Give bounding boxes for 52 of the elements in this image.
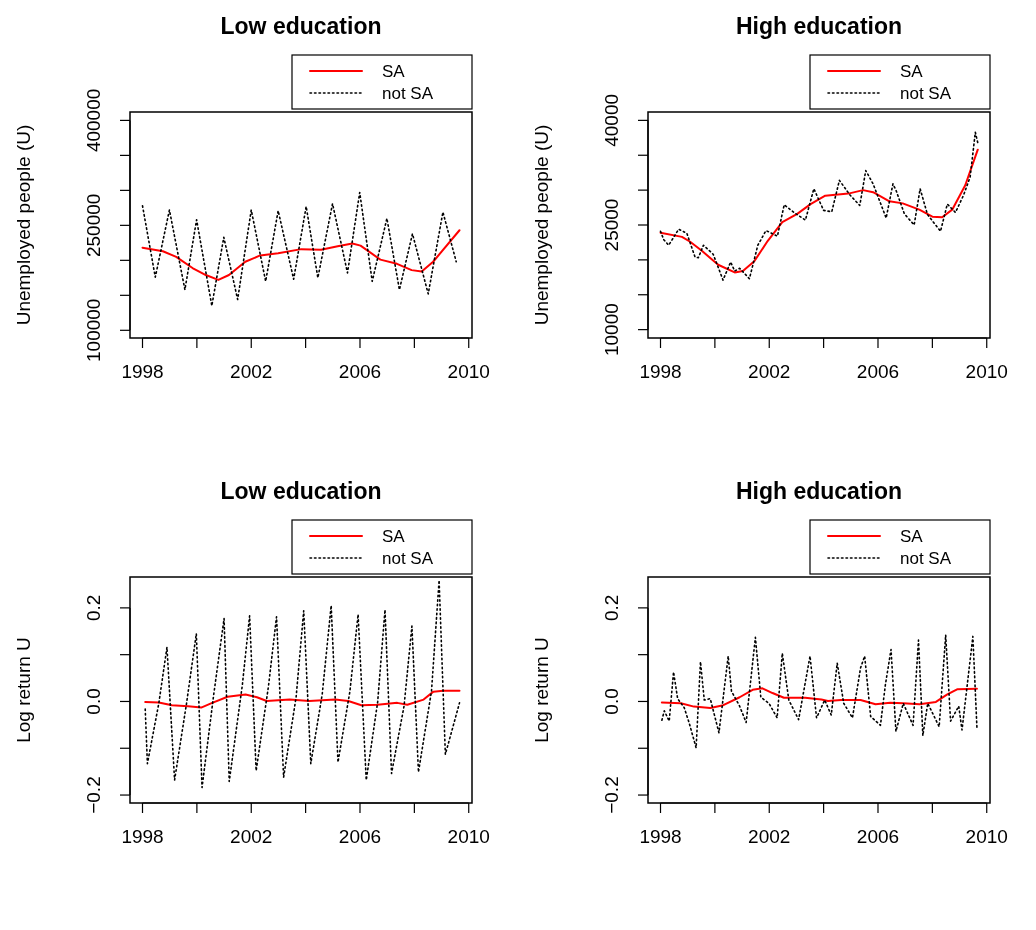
line-series xyxy=(144,579,461,789)
x-tick-label: 2002 xyxy=(230,361,273,382)
legend-label: SA xyxy=(382,527,406,546)
x-tick-label: 2010 xyxy=(965,826,1008,847)
y-tick-label: 100000 xyxy=(83,298,104,363)
y-tick-label: −0.2 xyxy=(83,776,104,814)
legend-label: not SA xyxy=(900,84,952,103)
x-tick-label: 2006 xyxy=(856,826,900,847)
x-tick-label: 2010 xyxy=(447,361,490,382)
line-series xyxy=(141,229,461,281)
legend-label: SA xyxy=(900,527,924,546)
line-series xyxy=(144,689,461,709)
chart-title: Low education xyxy=(220,478,382,504)
y-axis-title: Log return U xyxy=(13,637,34,743)
line-series xyxy=(141,191,458,307)
y-tick-label: 250000 xyxy=(83,193,104,258)
x-tick-label: 2006 xyxy=(856,361,900,382)
line-series xyxy=(659,131,979,281)
line-series xyxy=(660,687,978,710)
legend-label: not SA xyxy=(382,549,434,568)
chart-title: High education xyxy=(735,478,903,504)
y-axis-title: Log return U xyxy=(531,637,552,743)
y-tick-label: 400000 xyxy=(83,88,104,153)
y-tick-label: 40000 xyxy=(601,93,622,147)
y-tick-label: 0.0 xyxy=(601,688,622,715)
line-series xyxy=(659,148,979,274)
chart-title: Low education xyxy=(220,13,382,39)
y-tick-label: 0.0 xyxy=(83,688,104,715)
line-series xyxy=(661,634,978,749)
x-tick-label: 2002 xyxy=(748,826,791,847)
y-tick-label: 0.2 xyxy=(83,594,104,622)
legend-label: not SA xyxy=(382,84,434,103)
x-tick-label: 2002 xyxy=(748,361,791,382)
x-tick-label: 2006 xyxy=(338,826,382,847)
legend-label: SA xyxy=(900,62,924,81)
x-tick-label: 2010 xyxy=(965,361,1008,382)
y-axis-title: Unemployed people (U) xyxy=(531,124,552,326)
legend-label: SA xyxy=(382,62,406,81)
x-tick-label: 2006 xyxy=(338,361,382,382)
y-tick-label: 25000 xyxy=(601,198,622,252)
x-tick-label: 1998 xyxy=(639,826,682,847)
x-tick-label: 2002 xyxy=(230,826,273,847)
x-tick-label: 1998 xyxy=(121,361,164,382)
y-tick-label: −0.2 xyxy=(601,776,622,814)
legend-label: not SA xyxy=(900,549,952,568)
chart-title: High education xyxy=(735,13,903,39)
y-tick-label: 10000 xyxy=(601,303,622,357)
x-tick-label: 1998 xyxy=(639,361,682,382)
y-axis-title: Unemployed people (U) xyxy=(13,124,34,326)
y-tick-label: 0.2 xyxy=(601,594,622,622)
x-tick-label: 2010 xyxy=(447,826,490,847)
x-tick-label: 1998 xyxy=(121,826,164,847)
